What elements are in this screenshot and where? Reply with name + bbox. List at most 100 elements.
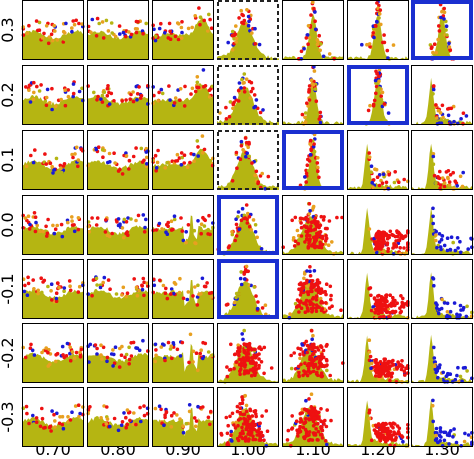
data-point [303,427,308,432]
data-point [304,229,309,234]
panel-frame [411,130,473,190]
data-point [246,211,250,216]
data-point [438,169,442,174]
data-point [377,235,382,239]
data-point [106,160,110,165]
data-point [470,431,474,435]
data-point [240,20,244,25]
data-point [305,163,310,167]
data-point [44,346,48,350]
data-point [381,249,385,254]
data-point [151,23,155,28]
data-point [437,24,441,28]
data-point [382,366,387,371]
data-point [24,404,29,409]
data-point [239,282,244,287]
data-point [163,291,168,296]
data-point [230,33,235,38]
data-point [316,438,320,442]
data-point [317,305,322,310]
data-point [201,340,205,345]
panel-r5-c1 [86,323,150,383]
data-point [182,104,187,108]
data-point [106,278,111,282]
data-point [469,236,473,241]
data-point [314,303,319,307]
data-point [132,277,136,281]
panel-r5-c5 [347,323,410,384]
data-point [406,243,410,247]
data-point [318,296,323,301]
data-point [385,367,389,371]
data-point [444,28,448,32]
data-point [387,315,391,319]
data-point [179,151,184,155]
data-point [312,6,316,11]
data-point [112,416,117,421]
data-point [105,359,109,364]
data-point [448,309,453,314]
data-point [119,423,124,428]
data-point [311,365,316,370]
data-point [97,21,101,26]
data-point [190,25,194,30]
data-point [76,158,81,162]
data-point [81,405,85,409]
data-point [62,289,66,294]
data-point [127,30,131,34]
data-point [237,353,241,357]
data-point [188,160,192,165]
panel-r0-c6 [411,0,473,61]
data-point [309,286,313,291]
data-point [244,422,248,426]
data-point [460,184,465,189]
data-point [193,89,198,94]
panel-frame [87,130,149,190]
data-point [435,306,439,310]
data-point [192,152,196,157]
data-point [229,438,233,442]
data-point [178,417,182,421]
data-point [226,40,230,45]
data-point [437,307,442,312]
data-point [431,87,436,92]
data-point [72,229,77,234]
data-point [374,246,378,251]
data-point [309,78,314,82]
data-point [382,314,386,319]
data-point [182,161,186,165]
data-point [440,297,444,302]
data-point [86,292,90,296]
data-point [452,427,456,431]
data-point [382,357,387,362]
data-point [375,368,379,373]
data-point [118,32,122,36]
data-point [45,87,50,92]
data-point [166,340,171,345]
data-point [377,374,381,379]
data-point [27,421,31,426]
data-point [406,435,410,440]
data-point [197,6,201,10]
data-point [439,430,443,434]
data-point [104,218,108,222]
data-point [303,111,308,115]
data-point [190,86,195,91]
panel-frame [282,0,344,60]
panel-r4-c0 [21,259,85,319]
data-point [296,346,300,351]
data-point [436,37,440,42]
data-point [126,411,131,415]
data-point [320,374,325,378]
data-point [242,270,247,275]
data-point [180,20,184,24]
data-point [316,421,320,426]
data-point [99,416,103,420]
data-point [382,303,386,307]
base-distribution [217,214,279,255]
data-point [431,154,436,159]
panel-r4-c6 [411,259,474,320]
data-point [301,350,306,354]
data-point [107,234,112,239]
data-point [102,164,106,169]
